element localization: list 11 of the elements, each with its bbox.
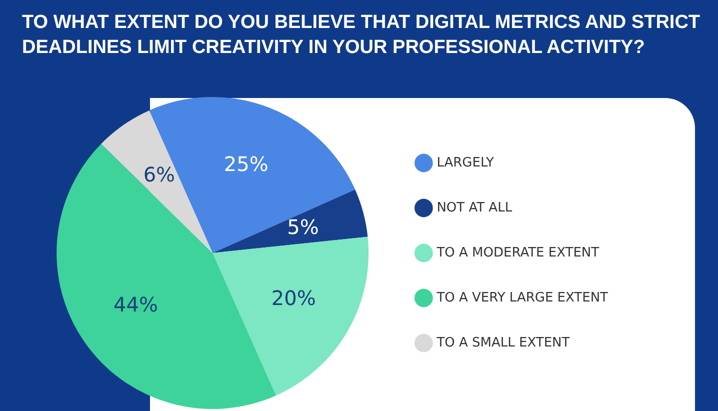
legend-label: TO A VERY LARGE EXTENT (436, 290, 608, 306)
data-label: 25% (224, 152, 268, 176)
data-label: 6% (143, 162, 176, 186)
legend-label: TO A MODERATE EXTENT (436, 245, 600, 260)
data-label: 5% (287, 214, 319, 239)
legend-label: TO A SMALL EXTENT (436, 335, 570, 350)
legend-label: NOT AT ALL (436, 200, 513, 216)
legend-label: LARGELY (436, 155, 494, 170)
data-label: 44% (114, 292, 158, 317)
chart-title: TO WHAT EXTENT DO YOU BELIEVE THAT DIGITAL METRICS AND STRICT DEADLINES LIMIT CREATIVITY IN YOUR PROFESSIONAL ACTIVITY? (22, 11, 702, 60)
data-label: 20% (271, 286, 316, 310)
